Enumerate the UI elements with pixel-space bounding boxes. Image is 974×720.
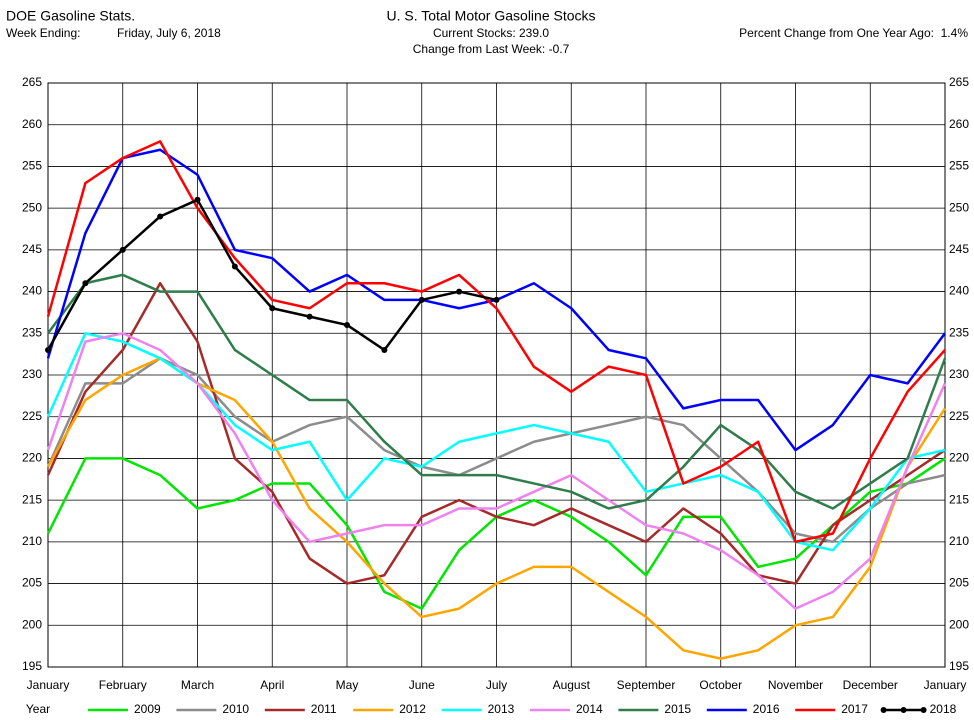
data-point — [456, 288, 463, 295]
current-stocks: Current Stocks: 239.0 — [433, 26, 549, 40]
y2-tick-label: 265 — [949, 75, 969, 89]
legend-label: 2017 — [841, 702, 868, 716]
y-tick-label: 240 — [22, 284, 42, 298]
x-tick-label: May — [336, 678, 359, 692]
legend-label: 2011 — [311, 702, 337, 716]
legend-label: 2010 — [222, 702, 249, 716]
y2-tick-label: 220 — [949, 451, 969, 465]
data-point — [269, 305, 276, 312]
y2-tick-label: 195 — [949, 659, 969, 673]
week-label: Week Ending: — [6, 26, 81, 40]
y2-tick-label: 215 — [949, 492, 969, 506]
percent-change: Percent Change from One Year Ago: 1.4% — [739, 26, 968, 40]
legend-label: 2014 — [576, 702, 603, 716]
y-tick-label: 250 — [22, 200, 42, 214]
y-tick-label: 245 — [22, 242, 42, 256]
series-line — [46, 281, 946, 585]
series-line — [46, 140, 946, 544]
data-point — [493, 296, 500, 303]
week-date: Friday, July 6, 2018 — [117, 26, 221, 40]
data-point — [231, 263, 238, 270]
data-point — [418, 296, 425, 303]
y2-tick-label: 225 — [949, 409, 969, 423]
x-tick-label: October — [699, 678, 742, 692]
y2-tick-label: 260 — [949, 117, 969, 131]
y2-tick-label: 255 — [949, 159, 969, 173]
legend-label: 2015 — [664, 702, 691, 716]
legend-marker — [900, 707, 907, 713]
y-tick-label: 200 — [22, 617, 42, 631]
data-point — [45, 346, 51, 353]
y-tick-label: 205 — [22, 576, 42, 590]
x-tick-label: August — [553, 678, 591, 692]
y-tick-label: 255 — [22, 159, 42, 173]
x-tick-label: February — [99, 678, 147, 692]
left-title: DOE Gasoline Stats. — [6, 8, 135, 24]
y-tick-label: 265 — [22, 75, 42, 89]
y-tick-label: 215 — [22, 492, 42, 506]
y2-tick-label: 245 — [949, 242, 969, 256]
series-line — [46, 357, 946, 544]
legend-marker — [880, 707, 887, 713]
x-tick-label: January — [924, 678, 967, 692]
y-tick-label: 230 — [22, 367, 42, 381]
legend-marker — [920, 707, 927, 713]
legend-label: 2009 — [134, 702, 161, 716]
legend-label: 2018 — [930, 702, 957, 716]
y2-tick-label: 235 — [949, 325, 969, 339]
y2-tick-label: 250 — [949, 200, 969, 214]
x-tick-label: September — [617, 678, 676, 692]
y2-tick-label: 210 — [949, 534, 969, 548]
y-tick-label: 220 — [22, 451, 42, 465]
x-tick-label: June — [409, 678, 435, 692]
data-point — [306, 313, 313, 320]
y2-tick-label: 240 — [949, 284, 969, 298]
y2-tick-label: 200 — [949, 617, 969, 631]
x-tick-label: November — [768, 678, 823, 692]
data-point — [344, 321, 350, 328]
data-point — [194, 196, 201, 203]
x-tick-label: March — [181, 678, 214, 692]
legend-label: 2016 — [753, 702, 780, 716]
y-tick-label: 235 — [22, 325, 42, 339]
legend-label: 2013 — [488, 702, 515, 716]
data-point — [157, 213, 164, 220]
chart-title: U. S. Total Motor Gasoline Stocks — [386, 8, 595, 24]
series-line — [46, 273, 947, 510]
legend-label: 2012 — [399, 702, 426, 716]
y2-tick-label: 230 — [949, 367, 969, 381]
data-point — [119, 246, 126, 253]
y-tick-label: 260 — [22, 117, 42, 131]
y2-tick-label: 205 — [949, 576, 969, 590]
legend-title: Year — [26, 702, 50, 716]
x-tick-label: January — [27, 678, 70, 692]
weekly-change: Change from Last Week: -0.7 — [413, 42, 570, 56]
y-tick-label: 225 — [22, 409, 42, 423]
y-tick-label: 195 — [22, 659, 42, 673]
series-line — [46, 332, 947, 610]
data-point — [381, 346, 388, 353]
y-tick-label: 210 — [22, 534, 42, 548]
data-point — [82, 280, 89, 287]
x-tick-label: July — [486, 678, 507, 692]
plot-frame — [47, 82, 946, 668]
x-tick-label: December — [843, 678, 898, 692]
x-tick-label: April — [260, 678, 284, 692]
